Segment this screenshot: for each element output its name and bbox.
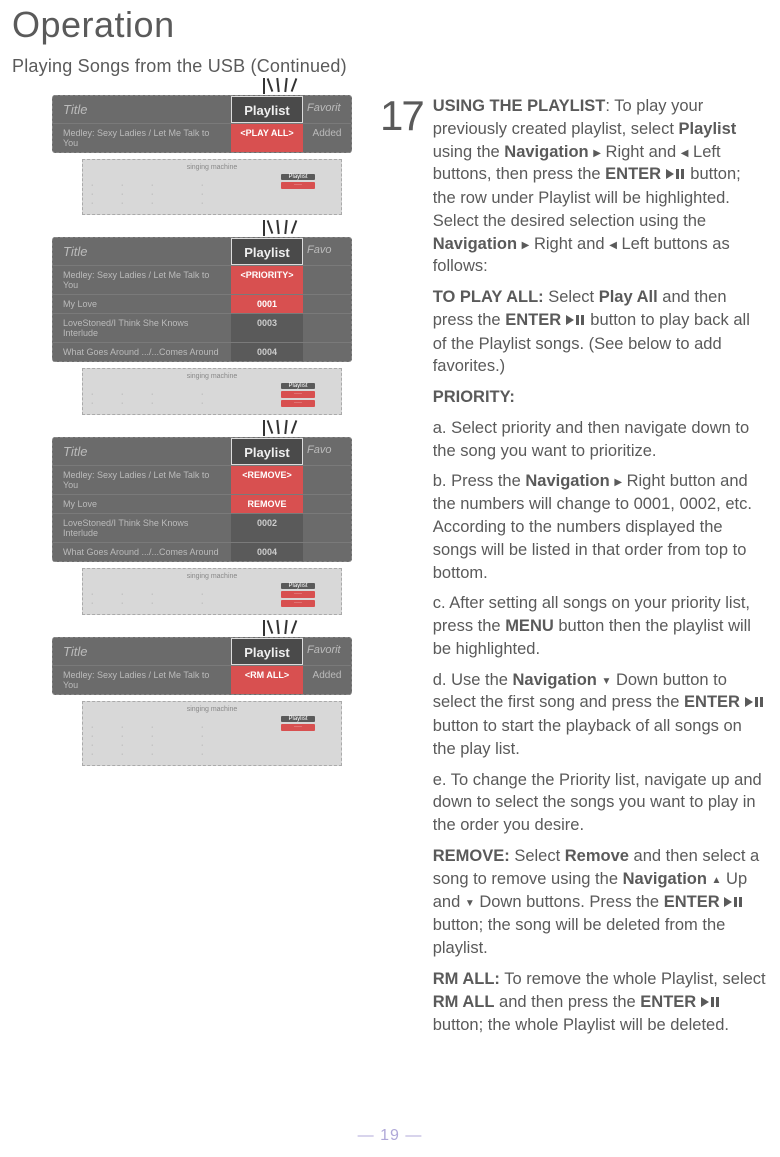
mock-row-title: What Goes Around .../...Comes Around <box>53 343 231 361</box>
para-priority-b: b. Press the Navigation ▶ Right button a… <box>433 470 768 584</box>
mock-brand: singing machine <box>83 373 341 382</box>
mock-header-playlist: Playlist <box>231 238 303 265</box>
mock-playall: Title Playlist Favorit Medley: Sexy Ladi… <box>12 95 372 215</box>
mock-bottom: singing machine Playlist ········ ···· ·… <box>82 701 342 766</box>
play-pause-icon <box>701 992 721 1015</box>
mock-priority: Title Playlist Favo Medley: Sexy Ladies … <box>12 237 372 415</box>
triangle-right-icon: ▶ <box>593 147 601 161</box>
triangle-right-icon: ▶ <box>614 476 622 490</box>
screenshot-column: Title Playlist Favorit Medley: Sexy Ladi… <box>12 95 372 1045</box>
mock-bottom: singing machine Playlist ········ ······… <box>82 568 342 615</box>
step-number: 17 <box>380 95 423 137</box>
mock-row-play: 0004 <box>231 343 303 361</box>
content-row: Title Playlist Favorit Medley: Sexy Ladi… <box>12 95 768 1045</box>
mock-row-play: REMOVE <box>231 495 303 513</box>
para-priority-e: e. To change the Priority list, navigate… <box>433 769 768 837</box>
mock-row-title: What Goes Around .../...Comes Around <box>53 543 231 561</box>
mock-header-playlist: Playlist <box>231 96 303 123</box>
step-body: USING THE PLAYLIST: To play your previou… <box>433 95 768 1045</box>
triangle-down-icon: ▼ <box>601 675 611 689</box>
play-pause-icon <box>724 892 744 915</box>
mock-header-playlist: Playlist <box>231 638 303 665</box>
mock-header-title: Title <box>53 96 231 123</box>
mock-header-playlist: Playlist <box>231 438 303 465</box>
mock-row-title: Medley: Sexy Ladies / Let Me Talk to You <box>53 666 231 694</box>
mock-row-title: Medley: Sexy Ladies / Let Me Talk to You <box>53 466 231 494</box>
mock-brand: singing machine <box>83 573 341 582</box>
mock-rmall: Title Playlist Favorit Medley: Sexy Ladi… <box>12 637 372 766</box>
mock-header-fav: Favo <box>303 438 351 465</box>
para-using-playlist: USING THE PLAYLIST: To play your previou… <box>433 95 768 278</box>
mock-header-fav: Favorit <box>303 638 351 665</box>
mock-row-play: <PRIORITY> <box>231 266 303 294</box>
mock-header-fav: Favorit <box>303 96 351 123</box>
triangle-left-icon: ◀ <box>609 239 617 253</box>
mock-row-play: 0001 <box>231 295 303 313</box>
mock-row-title: Medley: Sexy Ladies / Let Me Talk to You <box>53 266 231 294</box>
para-priority-a: a. Select priority and then navigate dow… <box>433 417 768 463</box>
mock-row-title: Medley: Sexy Ladies / Let Me Talk to You <box>53 124 231 152</box>
triangle-down-icon: ▼ <box>465 897 475 911</box>
para-priority-c: c. After setting all songs on your prior… <box>433 592 768 660</box>
play-pause-icon <box>666 164 686 187</box>
triangle-up-icon: ▲ <box>712 874 722 888</box>
para-priority-d: d. Use the Navigation ▼ Down button to s… <box>433 669 768 761</box>
mock-row-play: 0002 <box>231 514 303 542</box>
mock-header-title: Title <box>53 238 231 265</box>
play-pause-icon <box>566 310 586 333</box>
mock-row-fav: Added <box>303 124 351 152</box>
mock-bottom: singing machine Playlist ········ ······… <box>82 368 342 415</box>
para-remove: REMOVE: Select Remove and then select a … <box>433 845 768 960</box>
mock-row-play: <RM ALL> <box>231 666 303 694</box>
mock-row-title: LoveStoned/I Think She Knows Interlude <box>53 314 231 342</box>
mock-header-title: Title <box>53 638 231 665</box>
mock-row-play: <PLAY ALL> <box>231 124 303 152</box>
para-priority-heading: PRIORITY: <box>433 386 768 409</box>
para-play-all: TO PLAY ALL: Select Play All and then pr… <box>433 286 768 378</box>
mock-header-fav: Favo <box>303 238 351 265</box>
mock-row-title: My Love <box>53 295 231 313</box>
mock-row-play: 0004 <box>231 543 303 561</box>
mock-remove: Title Playlist Favo Medley: Sexy Ladies … <box>12 437 372 615</box>
instructions-column: 17 USING THE PLAYLIST: To play your prev… <box>372 95 768 1045</box>
mock-bottom: singing machine Playlist ········ ···· ·… <box>82 159 342 215</box>
play-pause-icon <box>745 692 765 715</box>
page-subtitle: Playing Songs from the USB (Continued) <box>12 56 768 77</box>
mock-row-play: 0003 <box>231 314 303 342</box>
para-rmall: RM ALL: To remove the whole Playlist, se… <box>433 968 768 1037</box>
mock-brand: singing machine <box>83 164 341 173</box>
page-number: — 19 — <box>0 1127 780 1145</box>
mock-row-title: My Love <box>53 495 231 513</box>
mock-header-title: Title <box>53 438 231 465</box>
mock-row-fav: Added <box>303 666 351 694</box>
mock-brand: singing machine <box>83 706 341 715</box>
mock-row-title: LoveStoned/I Think She Knows Interlude <box>53 514 231 542</box>
page-title: Operation <box>12 0 768 46</box>
mock-row-play: <REMOVE> <box>231 466 303 494</box>
